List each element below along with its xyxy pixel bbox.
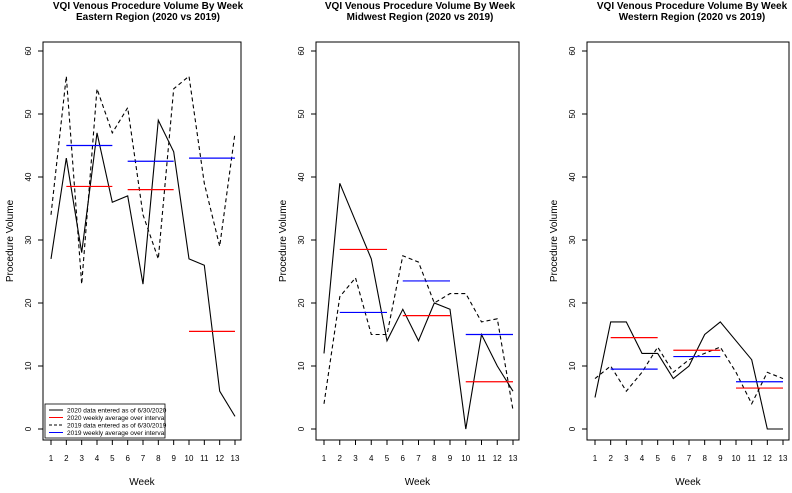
x-tick-label: 2 bbox=[608, 454, 613, 463]
x-tick-label: 9 bbox=[171, 454, 176, 463]
x-tick-label: 9 bbox=[448, 454, 453, 463]
chart-subtitle: Eastern Region (2020 vs 2019) bbox=[76, 12, 220, 23]
x-axis-label: Week bbox=[129, 477, 155, 488]
y-tick-label: 40 bbox=[24, 172, 33, 181]
chart-title: VQI Venous Procedure Volume By Week bbox=[53, 1, 244, 12]
series-2019-line bbox=[323, 255, 514, 411]
x-tick-label: 10 bbox=[732, 454, 741, 463]
x-tick-label: 12 bbox=[493, 454, 502, 463]
x-tick-label: 1 bbox=[593, 454, 598, 463]
chart-panel-3: VQI Venous Procedure Volume By WeekWeste… bbox=[549, 1, 790, 488]
y-tick-label: 50 bbox=[568, 109, 577, 118]
series-2020-line bbox=[594, 321, 783, 430]
x-tick-label: 10 bbox=[461, 454, 470, 463]
x-tick-label: 11 bbox=[200, 454, 209, 463]
chart-subtitle: Midwest Region (2020 vs 2019) bbox=[347, 12, 494, 23]
y-tick-label: 20 bbox=[24, 298, 33, 307]
y-tick-label: 60 bbox=[24, 46, 33, 55]
legend-label: 2019 data entered as of 6/30/2019 bbox=[67, 422, 167, 429]
x-tick-label: 12 bbox=[763, 454, 772, 463]
x-tick-label: 3 bbox=[353, 454, 358, 463]
chart-panel-2: VQI Venous Procedure Volume By WeekMidwe… bbox=[278, 1, 520, 488]
legend-label: 2020 weekly average over interval bbox=[67, 415, 166, 422]
x-tick-label: 7 bbox=[416, 454, 421, 463]
x-tick-label: 13 bbox=[509, 454, 518, 463]
y-tick-label: 60 bbox=[297, 46, 306, 55]
y-axis-label: Procedure Volume bbox=[278, 199, 289, 282]
x-tick-label: 12 bbox=[215, 454, 224, 463]
plot-frame bbox=[42, 41, 242, 441]
y-axis-label: Procedure Volume bbox=[5, 199, 16, 282]
y-tick-label: 30 bbox=[24, 235, 33, 244]
x-tick-label: 8 bbox=[702, 454, 707, 463]
y-tick-label: 60 bbox=[568, 46, 577, 55]
x-tick-label: 11 bbox=[748, 454, 757, 463]
x-tick-label: 4 bbox=[369, 454, 374, 463]
x-tick-label: 2 bbox=[338, 454, 343, 463]
x-tick-label: 6 bbox=[125, 454, 130, 463]
y-tick-label: 0 bbox=[297, 426, 306, 431]
x-tick-label: 6 bbox=[671, 454, 676, 463]
x-tick-label: 11 bbox=[477, 454, 486, 463]
y-tick-label: 10 bbox=[568, 361, 577, 370]
chart-panel-1: VQI Venous Procedure Volume By WeekEaste… bbox=[5, 1, 244, 488]
x-tick-label: 13 bbox=[231, 454, 240, 463]
x-tick-label: 4 bbox=[640, 454, 645, 463]
chart-subtitle: Western Region (2020 vs 2019) bbox=[619, 12, 766, 23]
y-tick-label: 30 bbox=[297, 235, 306, 244]
series-2019-line bbox=[594, 346, 784, 406]
y-tick-label: 50 bbox=[297, 109, 306, 118]
x-tick-label: 3 bbox=[624, 454, 629, 463]
y-tick-label: 20 bbox=[568, 298, 577, 307]
x-tick-label: 1 bbox=[49, 454, 54, 463]
x-tick-label: 13 bbox=[779, 454, 788, 463]
x-tick-label: 8 bbox=[432, 454, 437, 463]
x-tick-label: 3 bbox=[79, 454, 84, 463]
x-tick-label: 10 bbox=[185, 454, 194, 463]
y-tick-label: 50 bbox=[24, 109, 33, 118]
y-tick-label: 10 bbox=[24, 361, 33, 370]
y-tick-label: 30 bbox=[568, 235, 577, 244]
plot-frame bbox=[586, 41, 790, 441]
series-2019-line bbox=[50, 75, 236, 285]
x-tick-label: 8 bbox=[156, 454, 161, 463]
x-tick-label: 9 bbox=[718, 454, 723, 463]
chart-title: VQI Venous Procedure Volume By Week bbox=[597, 1, 788, 12]
y-axis-label: Procedure Volume bbox=[549, 199, 560, 282]
y-tick-label: 0 bbox=[24, 426, 33, 431]
x-tick-label: 5 bbox=[385, 454, 390, 463]
x-tick-label: 7 bbox=[141, 454, 146, 463]
y-tick-label: 20 bbox=[297, 298, 306, 307]
x-tick-label: 7 bbox=[687, 454, 692, 463]
legend-box bbox=[44, 403, 166, 439]
y-tick-label: 10 bbox=[297, 361, 306, 370]
x-tick-label: 1 bbox=[322, 454, 327, 463]
y-tick-label: 40 bbox=[568, 172, 577, 181]
x-tick-label: 2 bbox=[64, 454, 69, 463]
x-axis-label: Week bbox=[405, 477, 431, 488]
x-axis-label: Week bbox=[675, 477, 701, 488]
y-tick-label: 0 bbox=[568, 426, 577, 431]
series-2020-line bbox=[50, 118, 236, 417]
y-tick-label: 40 bbox=[297, 172, 306, 181]
plot-frame bbox=[315, 41, 520, 441]
legend-label: 2019 weekly average over interval bbox=[67, 430, 166, 437]
x-tick-label: 5 bbox=[655, 454, 660, 463]
x-tick-label: 4 bbox=[95, 454, 100, 463]
chart-title: VQI Venous Procedure Volume By Week bbox=[325, 1, 516, 12]
legend-label: 2020 data entered as of 6/30/2020 bbox=[67, 407, 167, 414]
x-tick-label: 6 bbox=[401, 454, 406, 463]
x-tick-label: 5 bbox=[110, 454, 115, 463]
series-2020-line bbox=[323, 183, 514, 430]
